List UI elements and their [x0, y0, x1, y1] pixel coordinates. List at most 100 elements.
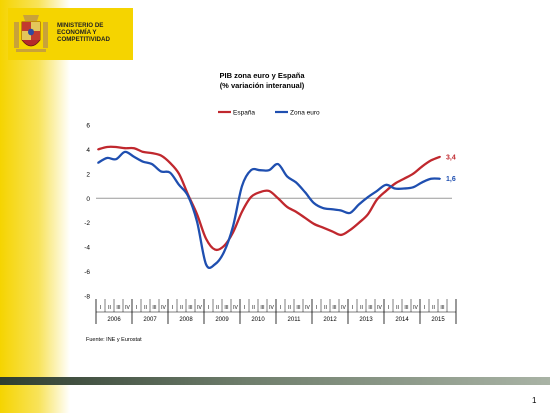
quarter-tick-label: III: [260, 305, 264, 311]
data-point: [403, 177, 405, 180]
year-tick-label: 2008: [179, 317, 193, 323]
data-point: [169, 171, 171, 174]
data-point: [340, 234, 342, 236]
quarter-tick-label: IV: [341, 305, 346, 311]
data-point: [376, 198, 378, 201]
y-tick-label: -2: [84, 220, 90, 227]
chart-title: PIB zona euro y España: [219, 71, 305, 80]
quarter-tick-label: II: [144, 305, 147, 311]
quarter-tick-label: IV: [377, 305, 382, 311]
quarter-tick-label: III: [404, 305, 408, 311]
year-tick-label: 2011: [288, 317, 302, 323]
data-point: [403, 187, 405, 190]
data-point: [358, 221, 360, 224]
y-axis: -8 -6 -4 -2 0 2 4 6: [84, 123, 452, 301]
data-point: [97, 148, 99, 151]
data-point: [97, 161, 99, 164]
chart-source: Fuente: INE y Eurostat: [86, 337, 142, 343]
quarter-tick-label: II: [432, 305, 435, 311]
data-point: [232, 225, 234, 228]
quarter-tick-label: II: [396, 305, 399, 311]
x-axis: I II III IV I II III IV I II III IV I II III IV I II III IV…: [95, 299, 457, 324]
quarter-tick-label: III: [116, 305, 120, 311]
data-point: [196, 220, 198, 223]
data-point: [160, 154, 162, 157]
page-number: 1: [532, 396, 537, 405]
data-point: [385, 190, 387, 192]
data-point: [268, 190, 270, 192]
data-point: [106, 157, 108, 159]
data-point: [196, 213, 198, 216]
quarter-tick-label: IV: [233, 305, 238, 311]
data-point: [367, 196, 369, 198]
year-tick-label: 2013: [359, 317, 373, 323]
data-point: [241, 185, 243, 187]
data-point: [160, 170, 162, 173]
data-point: [178, 183, 180, 186]
data-point: [331, 230, 333, 233]
quarter-tick-label: I: [280, 305, 281, 311]
y-tick-label: 4: [86, 147, 90, 154]
year-tick-label: 2006: [107, 317, 121, 323]
quarter-tick-label: II: [324, 305, 327, 311]
quarter-tick-label: III: [188, 305, 192, 311]
data-point: [124, 147, 126, 150]
series-layer: 3,4 1,6: [97, 145, 456, 270]
data-point: [376, 190, 378, 192]
data-point: [115, 158, 117, 161]
quarter-tick-label: II: [216, 305, 219, 311]
quarter-tick-label: I: [100, 305, 101, 311]
data-point: [430, 177, 432, 180]
data-point: [205, 237, 207, 240]
quarter-tick-label: III: [152, 305, 156, 311]
data-point: [304, 191, 306, 194]
quarter-tick-label: IV: [197, 305, 202, 311]
data-point: [151, 163, 153, 165]
year-tick-label: 2014: [395, 317, 409, 323]
quarter-tick-label: III: [224, 305, 228, 311]
data-point: [349, 212, 351, 214]
data-point: [142, 150, 144, 153]
y-tick-label: -4: [84, 245, 90, 252]
quarter-tick-label: III: [332, 305, 336, 311]
end-label-espana: 3,4: [446, 154, 456, 161]
data-point: [358, 203, 360, 206]
data-point: [241, 210, 243, 213]
data-point: [250, 196, 252, 198]
quarter-tick-label: I: [352, 305, 353, 311]
footer-bar: [0, 377, 550, 385]
data-point: [205, 263, 207, 266]
y-tick-label: 0: [86, 196, 90, 203]
year-tick-label: 2007: [143, 317, 157, 323]
legend-label-zona-euro: Zona euro: [290, 110, 320, 117]
quarter-tick-label: I: [244, 305, 245, 311]
data-point: [313, 223, 315, 225]
data-point: [106, 146, 108, 148]
legend-label-espana: España: [233, 110, 255, 117]
data-point: [394, 182, 396, 185]
data-point: [115, 146, 117, 148]
data-point: [169, 161, 171, 164]
data-point: [286, 175, 288, 178]
ministry-line-1: MINISTERIO DE: [57, 22, 104, 29]
data-point: [214, 263, 216, 266]
data-point: [304, 216, 306, 219]
quarter-tick-label: II: [180, 305, 183, 311]
series-line-zona-euro: [97, 150, 441, 270]
quarter-tick-label: III: [440, 305, 444, 311]
data-point: [439, 177, 441, 180]
quarter-tick-label: I: [424, 305, 425, 311]
data-point: [223, 251, 225, 253]
y-tick-label: -6: [84, 269, 90, 276]
chart-subtitle: (% variación interanual): [220, 81, 305, 90]
coat-of-arms-icon: [14, 15, 48, 52]
data-point: [286, 205, 288, 208]
data-point: [178, 172, 180, 175]
data-point: [124, 150, 126, 153]
data-point: [331, 208, 333, 211]
quarter-tick-label: II: [252, 305, 255, 311]
quarter-tick-label: III: [296, 305, 300, 311]
data-point: [214, 248, 216, 251]
year-tick-label: 2009: [215, 317, 229, 323]
y-tick-label: -8: [84, 294, 90, 301]
